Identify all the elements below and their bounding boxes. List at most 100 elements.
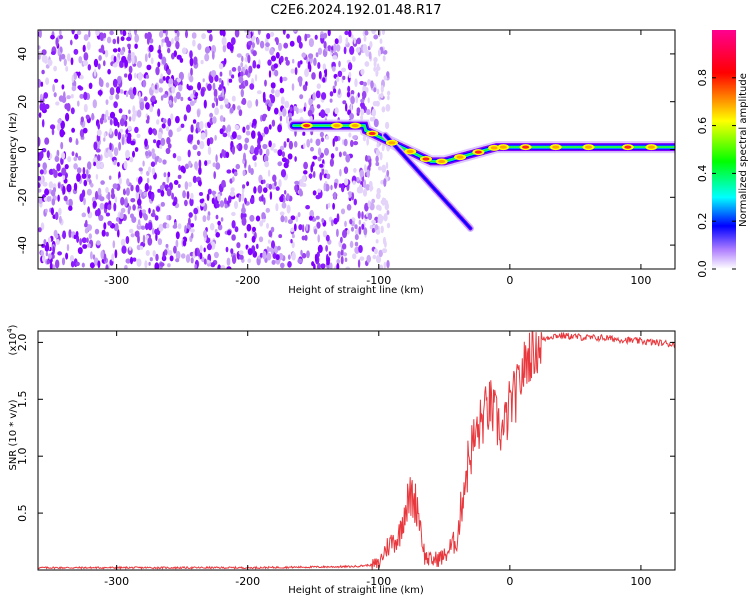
- noise-speckle: [376, 254, 380, 263]
- noise-speckle: [256, 64, 261, 69]
- noise-speckle: [257, 184, 263, 194]
- noise-speckle: [350, 96, 355, 105]
- noise-speckle: [92, 99, 98, 109]
- noise-speckle: [342, 252, 348, 257]
- noise-speckle: [333, 191, 337, 200]
- noise-speckle: [119, 118, 125, 127]
- noise-speckle: [251, 130, 256, 139]
- noise-speckle: [156, 119, 160, 125]
- noise-speckle: [136, 133, 141, 138]
- noise-speckle: [75, 261, 80, 267]
- noise-speckle: [371, 30, 376, 35]
- noise-speckle: [148, 52, 151, 59]
- noise-speckle: [178, 71, 184, 81]
- noise-speckle: [62, 185, 66, 195]
- noise-speckle: [279, 211, 285, 216]
- noise-speckle: [236, 144, 240, 149]
- noise-speckle: [82, 244, 88, 249]
- noise-speckle: [56, 163, 61, 172]
- noise-speckle: [296, 35, 302, 44]
- noise-speckle: [330, 153, 335, 159]
- noise-speckle: [380, 179, 384, 185]
- noise-speckle: [124, 264, 128, 269]
- noise-speckle: [38, 112, 42, 118]
- noise-speckle: [180, 96, 184, 102]
- noise-speckle: [381, 248, 388, 254]
- noise-speckle: [364, 164, 367, 172]
- noise-speckle: [142, 160, 145, 167]
- noise-speckle: [268, 124, 272, 130]
- noise-speckle: [231, 255, 237, 264]
- noise-speckle: [41, 69, 45, 75]
- noise-speckle: [79, 93, 84, 99]
- noise-speckle: [128, 228, 134, 234]
- snr-ytick-label: 0.5: [16, 504, 29, 522]
- noise-speckle: [150, 193, 154, 202]
- noise-speckle: [77, 100, 80, 107]
- colorbar-ticks: 0.0 0.2 0.4 0.6 0.8: [696, 69, 736, 278]
- noise-speckle: [265, 207, 270, 213]
- noise-speckle: [353, 167, 357, 173]
- noise-speckle: [309, 98, 314, 104]
- noise-speckle: [62, 230, 66, 239]
- noise-speckle: [383, 75, 388, 81]
- noise-speckle: [43, 55, 48, 64]
- noise-speckle: [231, 67, 237, 72]
- noise-speckle: [229, 191, 235, 197]
- noise-speckle: [210, 262, 216, 268]
- noise-speckle: [113, 117, 119, 127]
- noise-speckle: [63, 58, 67, 67]
- noise-speckle: [313, 57, 317, 66]
- noise-speckle: [326, 260, 330, 266]
- noise-speckle: [215, 162, 221, 170]
- noise-speckle: [321, 92, 327, 100]
- noise-speckle: [187, 149, 191, 158]
- noise-speckle: [128, 116, 132, 122]
- noise-speckle: [262, 113, 268, 119]
- noise-speckle: [154, 228, 158, 235]
- noise-speckle: [293, 223, 297, 232]
- noise-speckle: [66, 53, 71, 62]
- noise-speckle: [180, 253, 186, 259]
- noise-speckle: [262, 143, 268, 150]
- noise-speckle: [135, 184, 140, 193]
- noise-speckle: [262, 250, 267, 260]
- noise-speckle: [290, 239, 293, 244]
- noise-speckle: [44, 103, 50, 110]
- noise-speckle: [270, 31, 275, 37]
- noise-speckle: [325, 47, 329, 52]
- noise-speckle: [61, 152, 66, 160]
- noise-speckle: [74, 33, 79, 40]
- noise-speckle: [277, 245, 281, 251]
- noise-speckle: [175, 231, 180, 240]
- noise-speckle: [38, 188, 42, 193]
- noise-speckle: [325, 234, 330, 242]
- noise-speckle: [189, 100, 195, 106]
- noise-speckle: [221, 179, 226, 188]
- noise-speckle: [77, 85, 82, 90]
- noise-speckle: [278, 42, 282, 52]
- noise-speckle: [346, 91, 351, 98]
- noise-speckle: [130, 213, 134, 219]
- noise-speckle: [68, 205, 73, 211]
- noise-speckle: [244, 137, 250, 144]
- signal-hotspot-core: [552, 145, 560, 149]
- noise-speckle: [318, 70, 322, 80]
- noise-speckle: [248, 65, 253, 74]
- spectrogram-image: [38, 30, 675, 269]
- noise-speckle: [103, 137, 106, 142]
- noise-speckle: [361, 223, 365, 230]
- noise-speckle: [242, 203, 245, 212]
- noise-speckle: [322, 230, 327, 238]
- noise-speckle: [146, 64, 152, 71]
- noise-speckle: [311, 161, 315, 167]
- noise-speckle: [340, 236, 343, 244]
- noise-speckle: [329, 158, 334, 167]
- noise-speckle: [144, 53, 148, 62]
- noise-speckle: [249, 83, 255, 90]
- noise-speckle: [373, 87, 377, 93]
- noise-speckle: [85, 219, 88, 227]
- noise-speckle: [242, 169, 246, 177]
- noise-speckle: [280, 262, 285, 269]
